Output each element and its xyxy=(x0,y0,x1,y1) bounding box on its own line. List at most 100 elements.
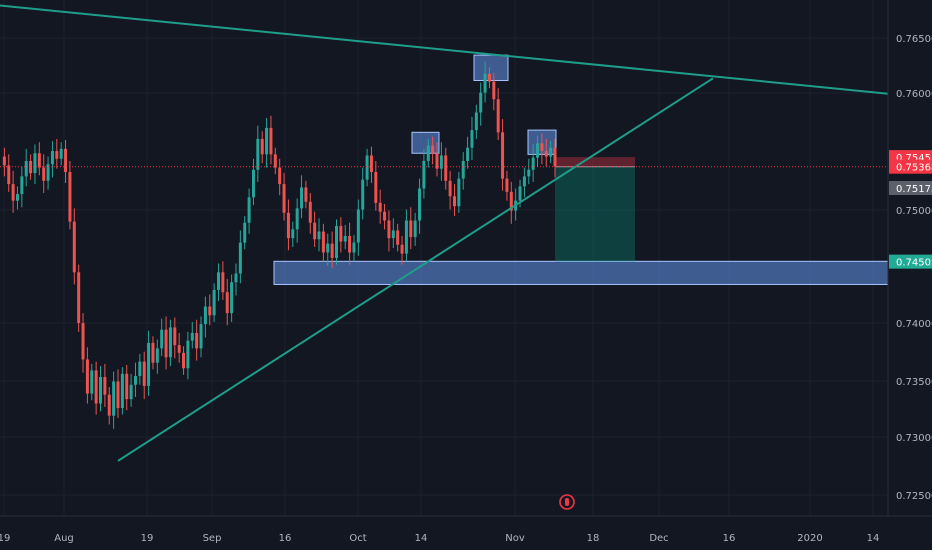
candle-body xyxy=(348,235,352,253)
trendlines[interactable] xyxy=(0,4,889,462)
candle-body xyxy=(282,184,286,213)
candle-body xyxy=(147,342,151,386)
candle-body xyxy=(409,220,413,238)
time-tick-label: Oct xyxy=(349,533,366,544)
candle-body xyxy=(46,164,50,181)
candle-body xyxy=(37,153,41,168)
candle-body xyxy=(7,165,11,185)
candle-body xyxy=(531,157,535,170)
candle-body xyxy=(418,188,422,221)
time-tick-label: 14 xyxy=(867,533,880,544)
candle-body xyxy=(501,132,505,179)
candle-body xyxy=(212,289,216,316)
candle-body xyxy=(549,147,553,157)
price-badge xyxy=(889,159,932,174)
candle-body xyxy=(177,345,181,353)
candle-body xyxy=(68,172,72,222)
time-tick-label: 18 xyxy=(587,533,600,544)
candle-body xyxy=(461,160,465,179)
candle-body xyxy=(365,155,369,180)
candle-body xyxy=(20,176,24,195)
candle-body xyxy=(339,226,343,242)
candle-body xyxy=(400,244,404,254)
candle-body xyxy=(42,167,46,181)
candle-body xyxy=(361,179,365,210)
candle-body xyxy=(2,156,6,166)
grid-lines xyxy=(0,0,888,516)
candle-body xyxy=(527,169,531,177)
zone-boxes xyxy=(273,54,932,285)
candle-body xyxy=(50,151,54,165)
candle-body xyxy=(544,151,548,157)
candle-body xyxy=(431,145,435,154)
zone-box xyxy=(273,260,932,285)
candle-body xyxy=(313,222,317,240)
candle-body xyxy=(391,230,395,239)
candle-body xyxy=(509,191,513,211)
candle-body xyxy=(321,231,325,253)
price-labels: 0.754550.75368 0.75175 0.74507 xyxy=(889,150,932,269)
candle-body xyxy=(308,201,312,223)
candle-body xyxy=(522,176,526,187)
stop-zone xyxy=(555,157,635,167)
candle-body xyxy=(479,92,483,113)
candle-body xyxy=(15,194,19,201)
time-tick-label: 14 xyxy=(415,533,428,544)
candle-body xyxy=(326,243,330,253)
candle-body xyxy=(553,147,557,167)
candle-body xyxy=(151,342,155,363)
candle-body xyxy=(112,381,116,416)
time-tick-label: 16 xyxy=(279,533,292,544)
candle-body xyxy=(422,160,426,189)
candle-body xyxy=(536,143,540,158)
time-tick-label: 16 xyxy=(723,533,736,544)
candle-body xyxy=(474,112,478,131)
candle-body xyxy=(352,242,356,253)
candle-body xyxy=(55,151,59,159)
time-tick-label: Dec xyxy=(649,533,668,544)
candle-body xyxy=(448,180,452,197)
short-position-tool[interactable] xyxy=(555,157,635,262)
event-marker-icon[interactable] xyxy=(559,494,575,510)
candle-body xyxy=(107,394,111,416)
candle-body xyxy=(11,184,15,201)
candle-body xyxy=(199,324,203,349)
time-axis-bg[interactable] xyxy=(0,516,932,550)
price-badge-text: 0.75455 xyxy=(896,153,932,164)
candle-body xyxy=(404,220,408,254)
candle-body xyxy=(483,73,487,93)
candle-body xyxy=(396,230,400,245)
price-badge-text: 0.75368 xyxy=(896,163,932,174)
candle-body xyxy=(492,81,496,100)
candle-body xyxy=(164,329,168,358)
candle-body xyxy=(291,229,295,239)
candle-body xyxy=(518,186,522,201)
time-tick-label: Aug xyxy=(54,533,74,544)
candle-body xyxy=(247,197,251,223)
candle-body xyxy=(24,160,28,177)
candle-body xyxy=(168,327,172,358)
trendline xyxy=(117,77,714,462)
candle-body xyxy=(133,375,137,385)
candle-body xyxy=(64,148,68,172)
candle-body xyxy=(286,212,290,239)
candle-body xyxy=(90,370,94,394)
candle-body xyxy=(85,359,89,394)
price-badge xyxy=(889,180,932,195)
candle-body xyxy=(383,211,387,221)
time-axis[interactable]: 19 Aug 19 Sep 16 Oct 14 Nov 18 Dec 16 2020 14 xyxy=(0,533,879,544)
candle-body xyxy=(221,272,225,293)
candle-body xyxy=(439,155,443,169)
time-tick-label: 19 xyxy=(0,533,10,544)
price-badge xyxy=(889,254,932,269)
candle-body xyxy=(317,231,321,240)
candle-body xyxy=(190,332,194,341)
candle-body xyxy=(208,306,212,316)
